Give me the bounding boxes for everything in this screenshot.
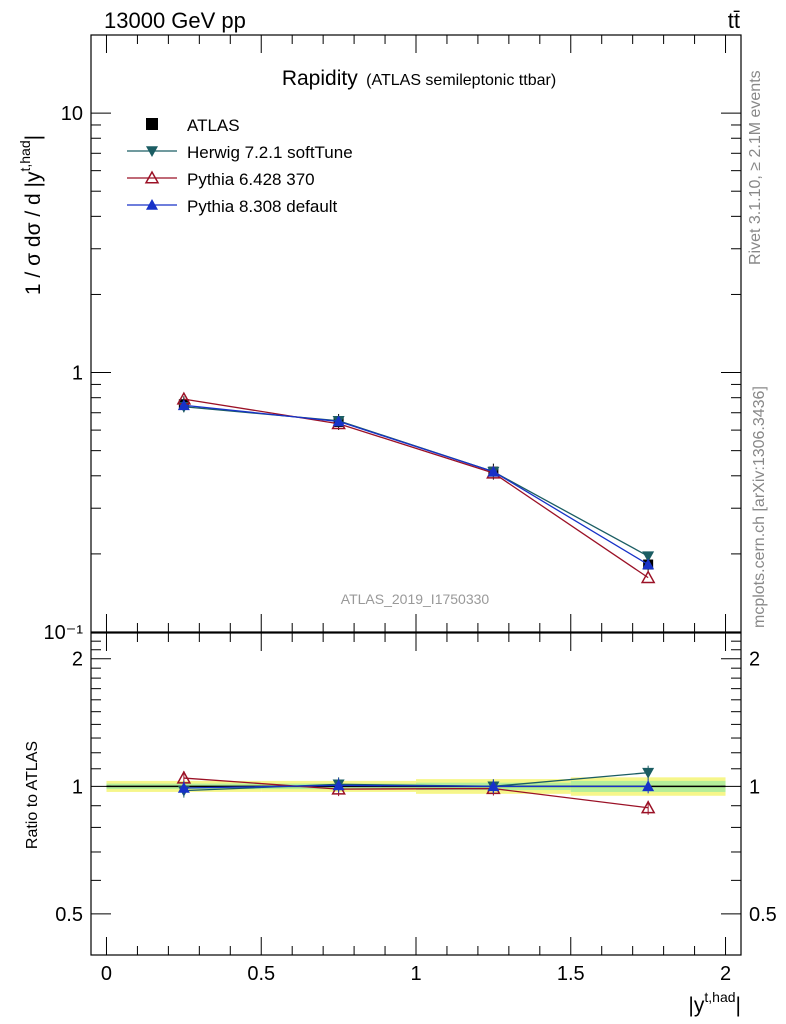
x-tick-label: 1.5: [557, 963, 585, 985]
main-series-layer: [176, 391, 656, 584]
ratio-y-axis-label: Ratio to ATLAS: [24, 741, 41, 849]
y-tick-label: 10⁻¹: [44, 622, 84, 644]
ratio-line-2: [183, 784, 649, 789]
y-axis-label-sup: t,had: [17, 140, 33, 171]
legend-marker-atlas: [146, 118, 158, 130]
header-left-label: 13000 GeV pp: [104, 8, 246, 33]
y-axis-label-base: 1 / σ dσ / d |y: [22, 171, 45, 295]
y-tick-label: 1: [72, 363, 83, 385]
series-line-1: [183, 398, 649, 579]
legend-label-2: Pythia 8.308 default: [187, 197, 338, 216]
series-point-1: [640, 570, 656, 584]
legend-marker-2: [146, 199, 158, 210]
mcplots-label: mcplots.cern.ch [arXiv:1306.3436]: [751, 386, 768, 628]
x-tick-label: 1: [410, 963, 421, 985]
x-axis-label-end: |: [736, 994, 741, 1017]
series-line-0: [183, 406, 649, 557]
legend-marker-0: [146, 146, 158, 157]
series-point-0: [642, 551, 655, 563]
ratio-point-0: [642, 767, 655, 779]
legend-marker-1: [144, 170, 160, 184]
main-panel: 10⁻¹ 1 10: [44, 34, 742, 644]
series-point-2: [487, 465, 500, 477]
ratio-line-1: [183, 777, 649, 809]
series-point-2: [642, 558, 655, 570]
ratio-y-tick-label: 2: [72, 649, 83, 671]
ratio-point-2: [487, 780, 500, 792]
chart-title: Rapidity (ATLAS semileptonic ttbar): [282, 67, 556, 90]
ratio-series-layer: [176, 765, 656, 815]
y-tick-label: 10: [61, 103, 83, 125]
legend: ATLAS Herwig 7.2.1 softTune Pythia 6.428 3…: [127, 116, 353, 216]
legend-label-atlas: ATLAS: [187, 116, 240, 135]
chart-title-main: Rapidity: [282, 67, 358, 90]
chart-title-sub: (ATLAS semileptonic ttbar): [366, 72, 556, 89]
ratio-y-tick-label: 0.5: [55, 904, 83, 926]
x-tick-label: 0.5: [247, 963, 275, 985]
ratio-y-tick-label-right: 2: [749, 649, 760, 671]
y-axis-label-end: |: [22, 135, 45, 140]
x-axis-label-sup: t,had: [704, 989, 735, 1005]
main-frame: [90, 34, 742, 633]
y-axis-label: 1 / σ dσ / d |yt,had|: [17, 135, 45, 295]
series-point-2: [177, 399, 190, 411]
ratio-frame: [90, 632, 742, 956]
series-line-2: [183, 404, 649, 566]
rivet-label: Rivet 3.1.10, ≥ 2.1M events: [747, 70, 764, 265]
header-right-label: tt̄: [728, 8, 740, 33]
x-axis-label: |yt,had|: [688, 989, 741, 1017]
ratio-axis-ticks: 0.5 0.5 1 1 2 2 0 0.5 1 1.5 2: [55, 633, 777, 985]
legend-label-1: Pythia 6.428 370: [187, 170, 315, 189]
ratio-y-tick-label-right: 1: [749, 776, 760, 798]
series-point-2: [332, 415, 345, 427]
ratio-point-2: [177, 781, 190, 793]
x-axis-label-base: |y: [688, 994, 704, 1017]
x-tick-label: 0: [101, 963, 112, 985]
ratio-point-2: [332, 779, 345, 791]
ratio-y-tick-label-right: 0.5: [749, 904, 777, 926]
legend-label-0: Herwig 7.2.1 softTune: [187, 143, 353, 162]
ratio-point-2: [642, 780, 655, 792]
ratio-y-tick-label: 1: [72, 776, 83, 798]
ratio-point-1: [640, 800, 656, 814]
analysis-watermark: ATLAS_2019_I1750330: [341, 591, 490, 607]
x-tick-label: 2: [720, 963, 731, 985]
ratio-panel: 0.5 0.5 1 1 2 2 0 0.5 1 1.5 2: [55, 632, 777, 985]
